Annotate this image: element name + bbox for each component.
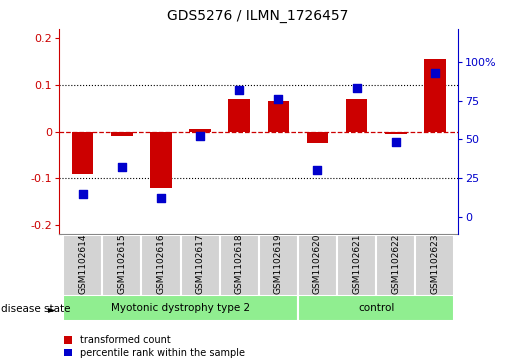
Text: GSM1102619: GSM1102619	[274, 234, 283, 294]
Point	[118, 164, 126, 170]
Point	[431, 70, 439, 76]
Text: GSM1102620: GSM1102620	[313, 234, 322, 294]
Bar	[424, 59, 445, 131]
Bar	[102, 235, 142, 296]
Bar	[190, 129, 211, 131]
Text: GSM1102617: GSM1102617	[196, 234, 204, 294]
Bar	[63, 235, 102, 296]
Bar	[415, 235, 454, 296]
Text: GSM1102622: GSM1102622	[391, 234, 400, 294]
Bar	[229, 99, 250, 131]
Point	[313, 168, 321, 174]
Point	[196, 133, 204, 139]
Text: Myotonic dystrophy type 2: Myotonic dystrophy type 2	[111, 303, 250, 313]
Text: GDS5276 / ILMN_1726457: GDS5276 / ILMN_1726457	[167, 9, 348, 23]
Bar	[220, 235, 259, 296]
Bar	[72, 131, 93, 174]
Bar	[298, 295, 454, 321]
Bar	[111, 131, 132, 136]
Bar	[181, 235, 220, 296]
Bar	[259, 235, 298, 296]
Text: GSM1102616: GSM1102616	[157, 234, 165, 294]
Bar	[346, 99, 367, 131]
Bar	[385, 131, 406, 134]
Bar	[268, 101, 289, 131]
Point	[274, 96, 282, 102]
Bar	[337, 235, 376, 296]
Text: disease state: disease state	[1, 304, 71, 314]
Bar	[142, 235, 181, 296]
Point	[391, 139, 400, 145]
Text: GSM1102614: GSM1102614	[78, 234, 87, 294]
Bar	[298, 235, 337, 296]
Point	[157, 196, 165, 201]
Bar	[150, 131, 171, 188]
Point	[79, 191, 87, 197]
Text: control: control	[358, 303, 394, 313]
Text: GSM1102621: GSM1102621	[352, 234, 361, 294]
Legend: transformed count, percentile rank within the sample: transformed count, percentile rank withi…	[64, 335, 245, 358]
Bar	[307, 131, 328, 143]
Text: ►: ►	[48, 304, 55, 314]
Point	[235, 87, 244, 93]
Bar	[63, 295, 298, 321]
Text: GSM1102615: GSM1102615	[117, 234, 126, 294]
Point	[352, 85, 360, 91]
Text: GSM1102618: GSM1102618	[235, 234, 244, 294]
Text: GSM1102623: GSM1102623	[431, 234, 439, 294]
Bar	[376, 235, 415, 296]
